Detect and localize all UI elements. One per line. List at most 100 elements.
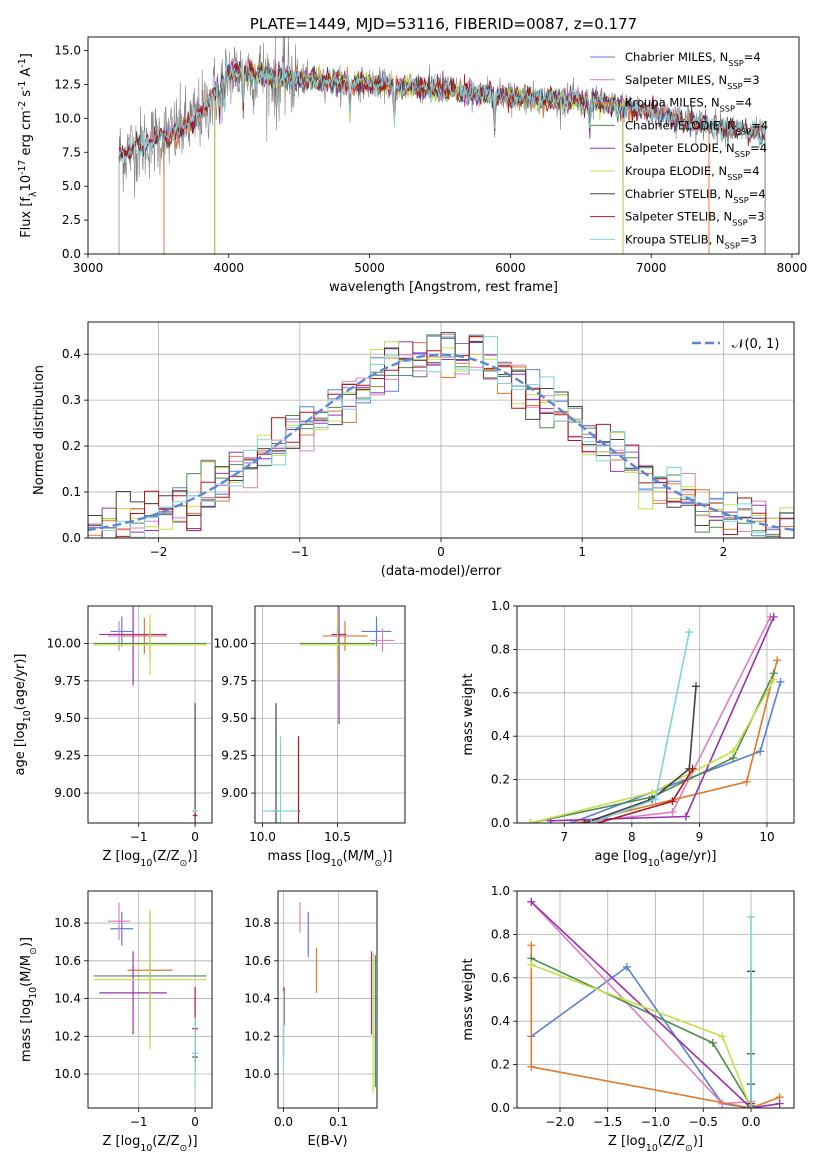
legend-label: Kroupa STELIB, NSSP=3 [625,232,757,250]
y-tick-label: 12.5 [54,77,81,91]
errorbar-chabrier-miles [110,616,134,647]
y-tick-label: 5.0 [62,179,81,193]
weight-line-kroupa-miles [577,660,778,823]
weight-marker [580,819,589,823]
legend-label: Kroupa MILES, NSSP=4 [625,96,752,114]
x-tick-label: 0 [191,830,199,844]
age-vs-mass-chart: 10.0 10.5 9.00 9.25 9.50 9.75 10.00 mass [log10… [214,605,406,869]
weight-marker [622,962,631,971]
y-tick-label: 10.0 [54,111,81,125]
x-tick-label: 0 [437,545,445,559]
x-tick-label: 10 [759,830,774,844]
y-tick-label: 10.4 [244,992,271,1006]
weight-marker [747,1104,756,1108]
errorbar-kroupa-elodie [93,614,207,675]
y-tick-label: 0.2 [491,773,510,787]
age-vs-Z-chart: −1 0 9.00 9.25 9.50 9.75 10.00 Z [log10(Z/Z⊙)] a… [13,605,213,869]
errorbar-salpeter-elodie [331,606,347,725]
massweight-vs-Z-chart: −2.0 −1.5 −1.0 −0.5 0.0 0.0 0.2 0.4 0.6 0.8 1.0 Z [… [461,884,795,1154]
y-tick-label: 0.0 [491,1101,510,1115]
x-tick-label: −1 [130,1115,148,1129]
errorbar-chabrier-miles [361,616,392,647]
model-spectrum-kroupa-stelib [118,57,766,254]
legend-label: Salpeter MILES, NSSP=3 [625,73,760,91]
weight-line-chabrier-stelib [584,686,697,823]
y-tick-label: 10.6 [244,954,271,968]
x-tick-label: 0.1 [329,1115,348,1129]
weight-marker [668,797,677,806]
y-tick-label: 0.8 [491,927,510,941]
massweight-vs-age-chart: 7 8 9 10 0.0 0.2 0.4 0.6 0.8 1.0 age [log10(age/yr… [461,599,795,869]
x-axis-label: Z [log10(Z/Z⊙)] [102,849,197,869]
weight-line-salpeter-elodie [530,901,780,1108]
massweight-vs-age-plot-area [526,612,785,823]
x-tick-label: 5000 [354,261,385,275]
y-tick-label: 10.0 [244,1067,271,1081]
errorbar-salpeter-miles [107,902,131,941]
y-tick-label: 10.2 [244,1029,271,1043]
x-axis-label: age [log10(age/yr)] [595,849,717,869]
figure-title: PLATE=1449, MJD=53116, FIBERID=0087, z=0… [250,15,637,33]
age-vs-Z-plot-area [93,606,207,823]
y-tick-label: 0.2 [62,439,81,453]
y-tick-label: 9.50 [221,711,248,725]
x-tick-label: 2 [720,545,728,559]
weight-marker [651,795,660,804]
weight-marker [729,747,738,756]
x-tick-label: −1.0 [641,1115,670,1129]
y-tick-label: 10.8 [54,916,81,930]
y-tick-label: 9.75 [221,674,248,688]
axes-frame [87,605,213,824]
y-tick-label: 10.00 [214,636,248,650]
errorbar-chabrier-miles [110,911,134,946]
y-axis-label: mass weight [461,958,476,1040]
y-tick-label: 7.5 [62,145,81,159]
weight-marker [527,960,536,969]
y-axis-label: mass weight [461,673,476,755]
x-axis-label: (data-model)/error [381,564,502,579]
weight-line-kroupa-miles [530,945,780,1108]
y-axis-label: Normed distribution [32,365,47,495]
legend-label: Chabrier MILES, NSSP=4 [625,50,761,68]
spectrum-chart: 3000 4000 5000 6000 7000 8000 0.0 2.5 5.0 7.5 10.0… [17,15,808,295]
legend-label: Chabrier STELIB, NSSP=4 [625,187,766,205]
errorbar-salpeter-elodie [99,951,167,1035]
weight-marker [742,777,751,786]
errorbar-kroupa-miles [322,620,368,651]
y-tick-label: 10.0 [54,1067,81,1081]
errorbar-salpeter-elodie [99,606,167,686]
legend-label: Kroupa ELODIE, NSSP=4 [625,164,760,182]
errorbar-kroupa-elodie [300,611,375,678]
weight-marker [692,682,701,691]
y-tick-label: 9.50 [54,711,81,725]
x-tick-label: 10.0 [249,830,276,844]
y-tick-label: 0.2 [491,1058,510,1072]
spectrum-legend: Chabrier MILES, NSSP=4 Salpeter MILES, NS… [590,50,768,250]
residuals-chart: −2 −1 0 1 2 0.0 0.1 0.2 0.3 0.4 (data-model)/error… [32,321,795,579]
weight-marker [527,941,536,950]
y-tick-label: 0.8 [491,642,510,656]
x-tick-label: 0.0 [741,1115,760,1129]
weight-marker [587,819,596,823]
y-tick-label: 9.25 [221,749,248,763]
errorbar-salpeter-stelib [192,812,198,819]
x-tick-label: −1 [291,545,309,559]
model-spectrum-salpeter-stelib [118,58,766,254]
x-tick-label: 0 [191,1115,199,1129]
weight-marker [769,675,778,684]
y-tick-label: 0.4 [62,347,81,361]
axes-frame [277,890,378,1109]
errorbar-kroupa-stelib [191,1017,199,1090]
y-tick-label: 0.1 [62,485,81,499]
x-tick-label: 3000 [73,261,104,275]
errorbar-kroupa-miles [121,617,167,654]
y-tick-label: 10.00 [47,636,81,650]
x-axis-label: wavelength [Angstrom, rest frame] [329,280,558,295]
axes-frame [87,890,213,1109]
axes-frame [516,605,795,824]
x-axis-label: mass [log10(M/M⊙)] [268,849,393,869]
weight-marker [527,897,536,906]
weight-marker [747,913,756,922]
weight-marker [718,1032,727,1041]
